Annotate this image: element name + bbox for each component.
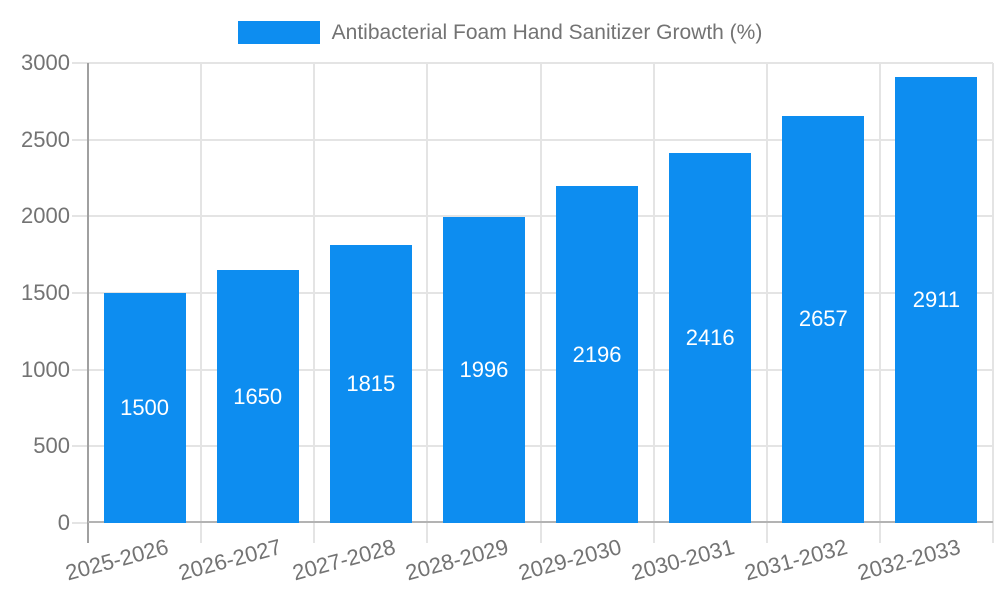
x-axis-tick <box>539 523 542 543</box>
x-tick-label: 2028-2029 <box>402 533 511 586</box>
bar-value-label: 1996 <box>459 356 509 382</box>
legend-label: Antibacterial Foam Hand Sanitizer Growth… <box>331 21 763 44</box>
x-axis-tick <box>200 523 203 543</box>
bar-value-label: 2196 <box>572 341 622 367</box>
bar: 2911 <box>895 76 978 523</box>
vertical-gridline <box>878 63 881 523</box>
x-axis-tick <box>426 523 429 543</box>
y-axis-tick <box>72 292 88 294</box>
vertical-gridline <box>426 63 429 523</box>
x-tick-label: 2025-2026 <box>63 533 172 586</box>
legend-item[interactable]: Antibacterial Foam Hand Sanitizer Growth… <box>0 21 1000 44</box>
y-tick-label: 500 <box>33 433 70 459</box>
y-tick-label: 2000 <box>21 203 70 229</box>
bar: 1996 <box>442 216 525 523</box>
vertical-gridline <box>652 63 655 523</box>
vertical-gridline <box>992 63 994 523</box>
y-tick-label: 3000 <box>21 50 70 75</box>
y-tick-label: 2500 <box>21 126 70 152</box>
y-axis-tick <box>72 445 88 448</box>
x-axis-tick <box>992 523 994 543</box>
bar-value-label: 2416 <box>685 324 735 350</box>
x-tick-label: 2030-2031 <box>628 533 737 586</box>
x-axis-tick <box>313 523 316 543</box>
x-axis-tick <box>87 523 89 543</box>
legend-color-swatch <box>237 21 320 44</box>
y-tick-label: 0 <box>57 510 70 535</box>
vertical-gridline <box>200 63 203 523</box>
bar-value-label: 1650 <box>233 383 283 409</box>
y-axis-line <box>87 63 89 543</box>
x-axis-tick <box>765 523 768 543</box>
bar: 2416 <box>669 152 752 523</box>
bar-value-label: 2911 <box>912 286 961 312</box>
x-tick-label: 2027-2028 <box>289 533 398 586</box>
x-tick-label: 2026-2027 <box>176 533 285 586</box>
y-axis-tick <box>72 215 88 218</box>
bar-value-label: 1500 <box>120 395 170 420</box>
horizontal-gridline <box>88 62 993 64</box>
x-tick-label: 2032-2033 <box>855 533 964 586</box>
plot-area: 0 500 1000 1500 2000 2500 3000 1500 1650 1815 1996… <box>21 50 994 585</box>
y-axis-tick <box>72 368 88 371</box>
x-tick-label: 2029-2030 <box>515 533 624 586</box>
vertical-gridline <box>765 63 768 523</box>
bar: 1500 <box>103 293 186 523</box>
y-tick-label: 1000 <box>21 356 70 382</box>
y-axis-tick <box>72 62 88 64</box>
x-axis-tick <box>652 523 655 543</box>
bar-value-label: 1815 <box>346 370 396 396</box>
x-axis-tick <box>878 523 881 543</box>
y-tick-label: 1500 <box>21 280 70 305</box>
y-axis-tick <box>72 138 88 141</box>
x-tick-label: 2031-2032 <box>741 533 851 586</box>
bar: 1650 <box>216 270 299 523</box>
bar: 2196 <box>556 186 639 523</box>
vertical-gridline <box>313 63 316 523</box>
bar: 1815 <box>329 244 412 523</box>
bar: 2657 <box>782 115 865 523</box>
bar-value-label: 2657 <box>798 306 848 332</box>
vertical-gridline <box>539 63 542 523</box>
y-axis-tick <box>72 522 88 524</box>
